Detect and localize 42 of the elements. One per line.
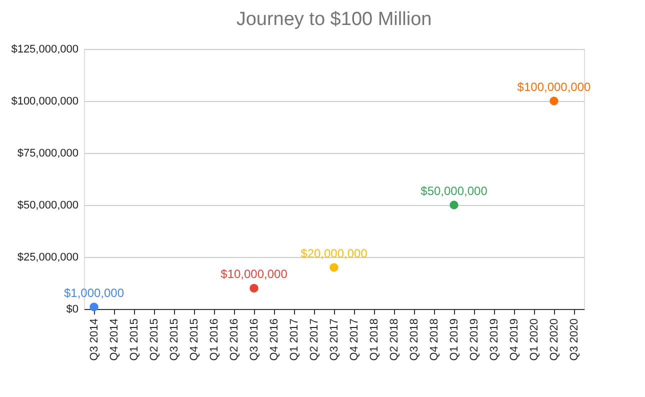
x-tick-label: Q2 2019 <box>468 318 480 361</box>
x-tick-label: Q3 2020 <box>568 318 580 361</box>
x-tick-label: Q4 2018 <box>428 318 440 361</box>
data-label: $10,000,000 <box>220 267 288 282</box>
data-label: $20,000,000 <box>300 246 368 260</box>
y-tick-label: $100,000,000 <box>11 96 78 108</box>
point <box>90 302 98 312</box>
x-tick-label: Q4 2014 <box>108 318 120 361</box>
x-tick-label: Q1 2020 <box>528 318 540 361</box>
x-tick-label: Q1 2018 <box>368 318 380 361</box>
x-tick-label: Q2 2020 <box>548 318 560 361</box>
x-tick-label: Q2 2018 <box>388 318 400 361</box>
x-tick-label: Q3 2019 <box>488 318 500 361</box>
y-tick-label: $75,000,000 <box>17 148 78 160</box>
x-tick-label: Q2 2016 <box>228 318 240 361</box>
x-tick-label: Q3 2014 <box>88 318 100 361</box>
x-tick-label: Q4 2017 <box>348 318 360 361</box>
x-tick-label: Q1 2017 <box>288 318 300 361</box>
data-label: $100,000,000 <box>517 80 592 94</box>
y-tick-label: $25,000,000 <box>17 252 78 264</box>
x-tick-label: Q2 2015 <box>148 318 160 361</box>
y-tick-label: $50,000,000 <box>17 200 78 212</box>
y-tick-label: $0 <box>66 304 78 316</box>
x-tick-label: Q3 2018 <box>408 318 420 361</box>
point <box>450 200 458 210</box>
x-tick-label: Q1 2019 <box>448 318 460 361</box>
x-tick-label: Q2 2017 <box>308 318 320 361</box>
chart-title: Journey to $100 Million <box>236 9 432 30</box>
point <box>330 263 338 272</box>
x-tick-label: Q1 2016 <box>208 318 220 361</box>
point <box>550 96 558 106</box>
x-tick-label: Q4 2016 <box>268 318 280 361</box>
x-tick-label: Q4 2019 <box>508 318 520 361</box>
x-tick-label: Q3 2017 <box>328 318 340 361</box>
y-tick-label: $125,000,000 <box>11 44 78 56</box>
point <box>250 284 258 293</box>
x-tick-label: Q4 2015 <box>188 318 200 361</box>
x-tick-label: Q3 2016 <box>248 318 260 361</box>
x-tick-label: Q1 2015 <box>128 318 140 361</box>
data-label: $50,000,000 <box>420 184 488 198</box>
x-tick-label: Q3 2015 <box>168 318 180 361</box>
data-label: $1,000,000 <box>64 286 124 300</box>
